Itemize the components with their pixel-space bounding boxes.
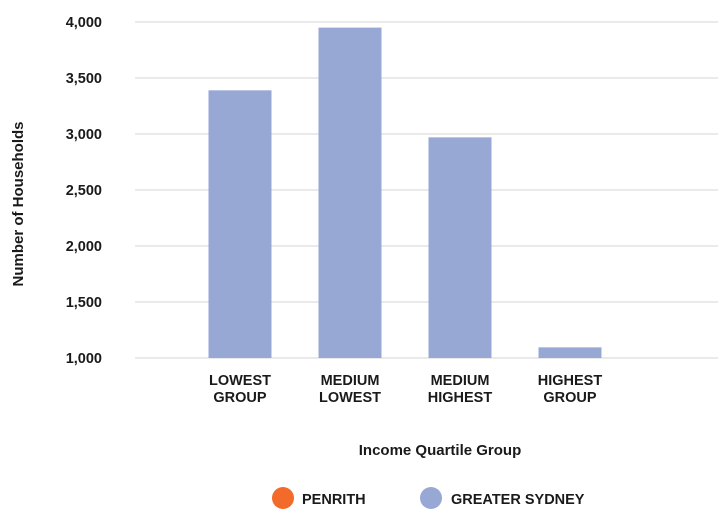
y-tick-label: 4,000	[66, 15, 102, 31]
y-tick-label: 2,000	[66, 239, 102, 255]
x-tick-label: LOWEST GROUP	[209, 373, 271, 406]
legend: PENRITH GREATER SYDNEY	[272, 487, 585, 509]
x-tick-label: MEDIUM LOWEST	[319, 373, 381, 406]
bar	[538, 347, 602, 358]
y-tick-label: 1,000	[66, 351, 102, 367]
x-tick-label: HIGHEST GROUP	[538, 373, 603, 406]
legend-marker	[272, 487, 294, 509]
x-axis-categories: LOWEST GROUP MEDIUM LOWEST MEDIUM HIGHEST HIGH…	[209, 373, 602, 406]
legend-label: GREATER SYDNEY	[451, 492, 585, 508]
y-tick-label: 1,500	[66, 295, 102, 311]
y-axis-ticks: 1,000 1,500 2,000 2,500 3,000 3,500 4,000	[66, 15, 102, 367]
x-axis-title: Income Quartile Group	[359, 442, 522, 459]
legend-label: PENRITH	[302, 492, 366, 508]
bars	[208, 27, 602, 358]
legend-marker	[420, 487, 442, 509]
bar	[318, 27, 382, 358]
bar	[208, 90, 272, 358]
y-tick-label: 3,000	[66, 127, 102, 143]
y-tick-label: 3,500	[66, 71, 102, 87]
x-tick-label: MEDIUM HIGHEST	[428, 373, 493, 406]
y-axis-title: Number of Households	[10, 121, 27, 286]
bar	[428, 137, 492, 358]
y-tick-label: 2,500	[66, 183, 102, 199]
